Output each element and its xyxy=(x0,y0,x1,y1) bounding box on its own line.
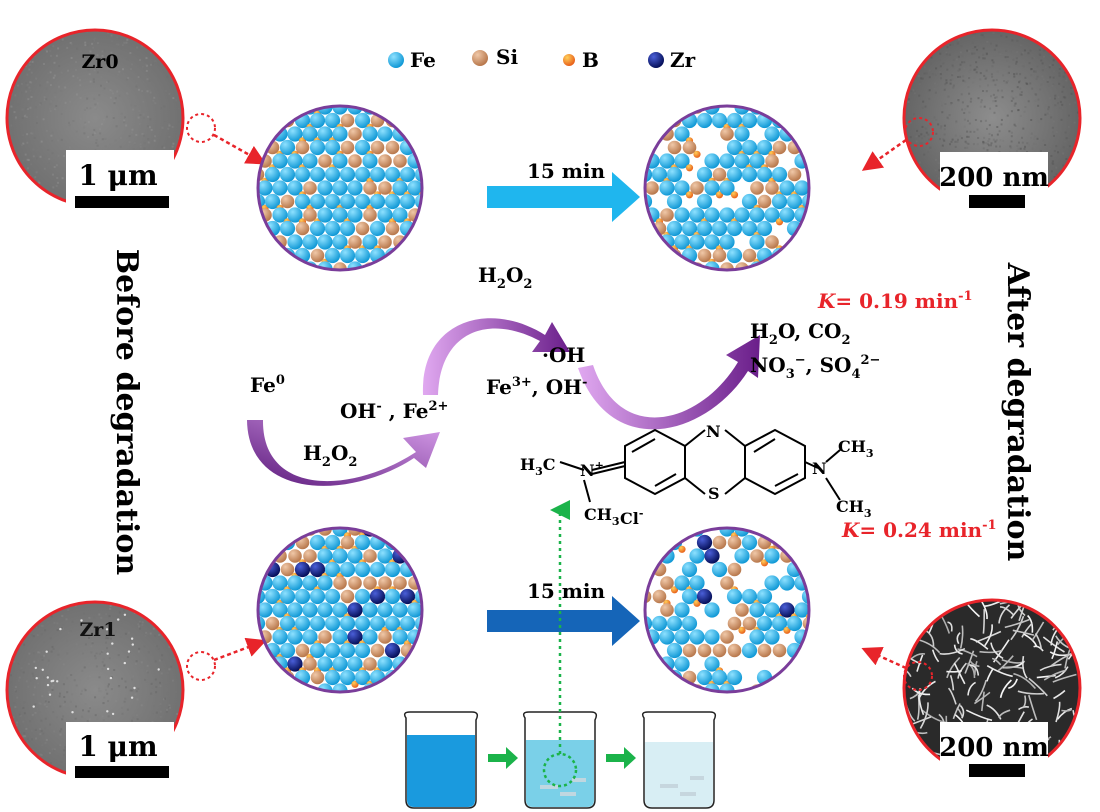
h2o2-lower-label: H2O2 xyxy=(303,441,357,470)
atom-sphere-zr1-after xyxy=(643,526,811,694)
oh-fe2-label: OH- , Fe2+ xyxy=(340,399,448,423)
time-label-top: 15 min xyxy=(527,159,606,183)
legend: Fe Si B Zr xyxy=(388,45,696,72)
rate-constant-top: K= 0.19 min-1 xyxy=(817,289,973,313)
molecule-s: S xyxy=(708,484,720,503)
atom-sphere-zr1-before xyxy=(256,526,424,694)
molecule-n-top: N xyxy=(706,422,721,441)
sem-image-zr1: Zr1 1 μm xyxy=(5,600,267,788)
reaction-labels: Fe0 H2O2 OH- , Fe2+ H2O2 ·OH Fe3+, OH- H… xyxy=(250,263,880,470)
scale-bar-after-top xyxy=(969,195,1025,208)
legend-label-b: B xyxy=(582,48,599,72)
sem-image-after-top: 200 nm xyxy=(861,28,1082,214)
products-line2: NO3−, SO42− xyxy=(750,353,880,382)
legend-fe: Fe xyxy=(388,48,436,72)
scale-bar-zr1 xyxy=(75,766,169,778)
fe0-label: Fe0 xyxy=(250,373,285,397)
molecule-right-n: N xyxy=(812,459,827,478)
legend-label-si: Si xyxy=(496,45,518,69)
side-label-before: Before degradation xyxy=(109,249,144,576)
sampling-link xyxy=(542,500,578,788)
molecule-h3c: H3C xyxy=(520,455,556,478)
oh-radical-label: ·OH xyxy=(542,343,585,367)
molecule-labels: N S H3C N+ CH3 N CH3 CH3 Cl- xyxy=(520,422,874,528)
molecule-right-ch3-top: CH3 xyxy=(838,437,874,460)
atom-sphere-zr0-before xyxy=(256,104,424,272)
scale-bar-label-zr0: 1 μm xyxy=(78,159,157,192)
process-arrow-bottom: 15 min xyxy=(487,579,640,646)
rate-constant-bottom: K= 0.24 min-1 xyxy=(841,518,997,542)
scale-bar-label-after-bottom: 200 nm xyxy=(939,733,1049,763)
methylene-blue-molecule xyxy=(559,428,841,503)
fe-swatch-icon xyxy=(388,52,404,68)
legend-zr: Zr xyxy=(648,48,696,72)
process-arrow-top: 15 min xyxy=(487,159,640,222)
scale-bar-zr0 xyxy=(75,196,169,208)
scale-bar-label-zr1: 1 μm xyxy=(78,730,157,763)
products-line1: H2O, CO2 xyxy=(750,319,851,348)
legend-label-fe: Fe xyxy=(410,48,436,72)
h2o2-upper-label: H2O2 xyxy=(478,263,532,292)
legend-b: B xyxy=(563,48,599,72)
sem-image-zr0: Zr0 1 μm xyxy=(5,28,267,216)
molecule-left-n: N+ xyxy=(580,459,604,480)
beaker-1 xyxy=(403,711,479,809)
beaker-3 xyxy=(641,711,717,809)
zr-swatch-icon xyxy=(648,52,664,68)
reaction-arrow-lower xyxy=(247,420,440,486)
fe3-oh-label: Fe3+, OH- xyxy=(486,375,587,399)
green-arrow-icon xyxy=(606,747,636,769)
beaker-flow-arrows xyxy=(488,747,636,769)
side-label-after: After degradation xyxy=(1000,262,1035,562)
molecule-counter-ion: Cl- xyxy=(620,507,643,528)
beaker-2 xyxy=(522,711,598,809)
molecule-right-ch3-bottom: CH3 xyxy=(836,497,872,520)
sem-label-zr1: Zr1 xyxy=(79,619,116,641)
legend-label-zr: Zr xyxy=(670,48,696,72)
molecule-left-ch3: CH3 xyxy=(584,505,620,528)
b-swatch-icon xyxy=(563,54,575,66)
sem-label-zr0: Zr0 xyxy=(81,51,118,73)
legend-si: Si xyxy=(472,45,518,69)
scale-bar-after-bottom xyxy=(969,764,1025,777)
si-swatch-icon xyxy=(472,50,488,66)
reaction-arrow-upper xyxy=(578,335,760,430)
atom-sphere-zr0-after xyxy=(643,104,811,272)
sem-image-after-bottom: 200 nm xyxy=(861,598,1082,784)
scale-bar-label-after-top: 200 nm xyxy=(939,163,1049,193)
green-arrow-icon xyxy=(488,747,518,769)
time-label-bottom: 15 min xyxy=(527,579,606,603)
reaction-arrow-middle xyxy=(422,318,570,395)
